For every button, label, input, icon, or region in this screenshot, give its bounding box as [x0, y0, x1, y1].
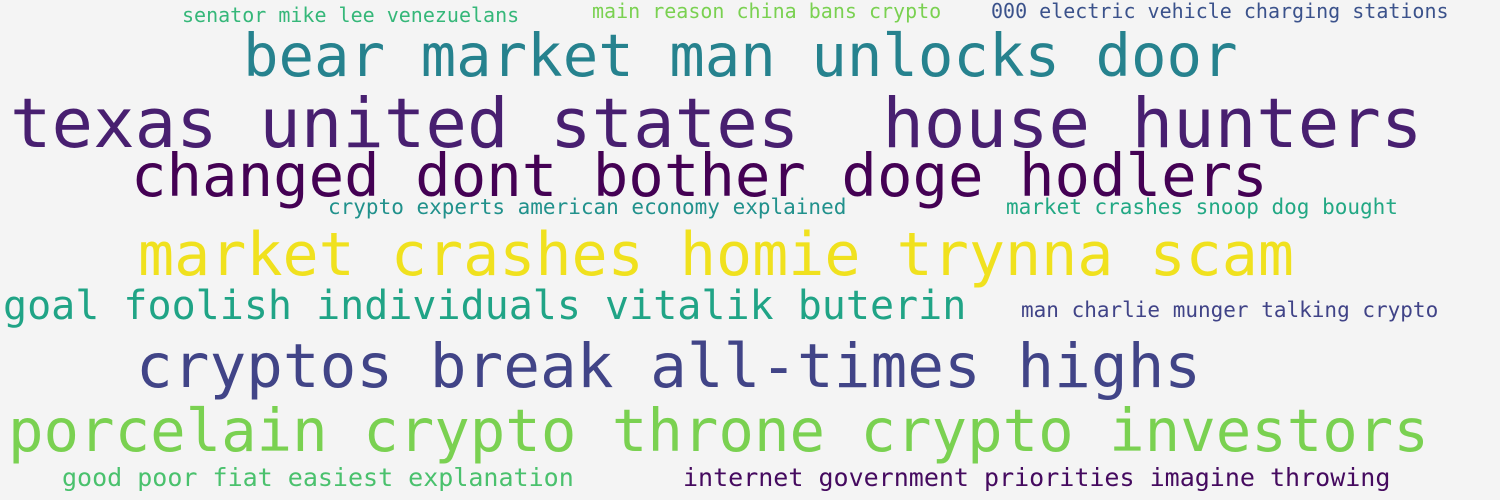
cloud-phrase: main reason china bans crypto — [592, 0, 942, 23]
cloud-phrase: cryptos break all-times highs — [136, 331, 1202, 402]
cloud-phrase: goal foolish individuals vitalik buterin — [3, 283, 967, 329]
cloud-phrase: senator mike lee venezuelans — [182, 3, 520, 27]
cloud-phrase: market crashes snoop dog bought — [1006, 195, 1398, 219]
cloud-phrase: bear market man unlocks door — [243, 21, 1238, 90]
cloud-phrase: crypto experts american economy explaine… — [328, 195, 847, 219]
cloud-phrase: market crashes homie trynna scam — [138, 220, 1294, 290]
cloud-phrase: changed dont bother doge hodlers — [131, 141, 1268, 210]
cloud-phrase: man charlie munger talking crypto — [1021, 298, 1439, 322]
cloud-phrase: 000 electric vehicle charging stations — [991, 0, 1449, 23]
cloud-phrase: porcelain crypto throne crypto investors — [8, 396, 1429, 465]
cloud-phrase: good poor fiat easiest explanation — [62, 463, 574, 492]
cloud-phrase: internet government priorities imagine t… — [683, 463, 1391, 492]
cloud-phrase: texas united states house hunters — [10, 84, 1423, 164]
